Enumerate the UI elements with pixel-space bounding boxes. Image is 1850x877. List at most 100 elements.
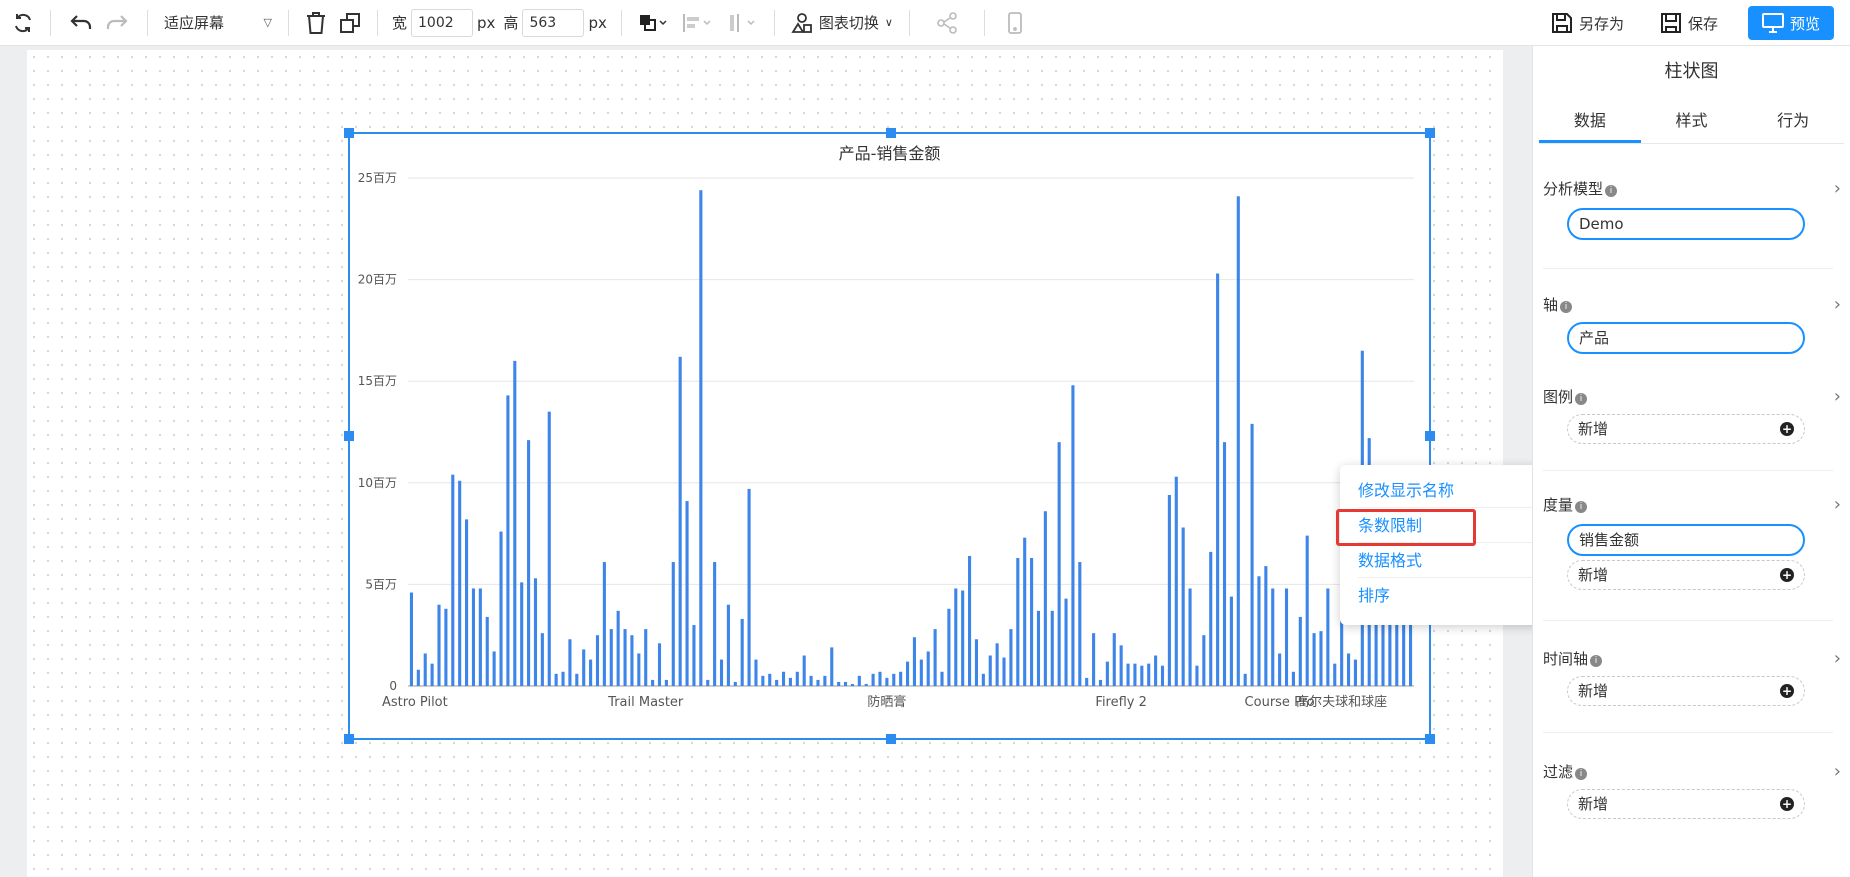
plus-icon: + (1780, 422, 1794, 436)
axis-field[interactable]: 产品 (1567, 322, 1805, 354)
info-icon: i (1575, 767, 1588, 780)
measure-field[interactable]: 销售金额 (1567, 524, 1805, 556)
bar (1140, 665, 1144, 686)
resize-handle-left[interactable] (344, 431, 354, 441)
chevron-right-icon[interactable]: › (1833, 647, 1841, 669)
bar (685, 501, 689, 686)
info-icon: i (1560, 300, 1573, 313)
panel-title: 柱状图 (1664, 61, 1719, 82)
bar (864, 683, 868, 686)
bar (423, 653, 427, 686)
bar (678, 356, 682, 686)
tab-behavior[interactable]: 行为 (1777, 111, 1810, 130)
bar (1188, 588, 1192, 686)
preview-button[interactable]: 预览 (1747, 6, 1834, 40)
bar (1174, 476, 1178, 686)
separator (773, 9, 775, 36)
chevron-down-icon: ∨ (884, 16, 893, 29)
filter-label: 过滤 (1543, 762, 1574, 781)
time-axis-add-label: 新增 (1578, 682, 1609, 700)
separator (908, 9, 910, 36)
menu-item-row-limit[interactable]: 条数限制 (1358, 508, 1536, 543)
bar (699, 190, 703, 686)
share-icon[interactable] (930, 7, 964, 39)
bar (719, 659, 724, 686)
chart-switch-button[interactable]: 图表切换 ∨ (785, 7, 899, 39)
undo-icon[interactable] (61, 7, 99, 39)
chevron-right-icon[interactable]: › (1833, 293, 1841, 315)
save-as-button[interactable]: 另存为 (1545, 7, 1630, 39)
bar (1202, 635, 1206, 686)
resize-handle-bottom-left[interactable] (344, 734, 354, 744)
fit-screen-select[interactable]: 适应屏幕 ▽ (158, 12, 278, 33)
bar (527, 440, 531, 686)
bar (1278, 653, 1282, 686)
chevron-right-icon[interactable]: › (1833, 385, 1841, 407)
bar (816, 679, 820, 686)
menu-item-sort[interactable]: 排序 (1358, 586, 1391, 605)
y-tick-label: 25百万 (358, 171, 397, 185)
measure-add-button[interactable]: 新增 + (1567, 560, 1805, 590)
menu-item-data-format[interactable]: 数据格式 (1358, 543, 1536, 578)
save-as-icon (1551, 13, 1572, 33)
height-unit: px (588, 13, 607, 32)
tab-style[interactable]: 样式 (1675, 111, 1708, 130)
bar-chart: 0 5百万 10百万 15百万 20百万 25百万 Astro Pilot Trail Mas… (358, 171, 1414, 710)
chevron-right-icon[interactable]: › (1833, 760, 1841, 782)
align-icon[interactable] (676, 7, 720, 39)
copy-icon[interactable] (333, 7, 367, 39)
tab-data[interactable]: 数据 (1539, 98, 1641, 143)
bar (1043, 511, 1047, 686)
bar (850, 683, 854, 686)
layer-order-icon[interactable] (632, 7, 676, 39)
resize-handle-top[interactable] (886, 128, 896, 138)
bar (623, 629, 627, 686)
distribute-icon[interactable] (720, 7, 764, 39)
bar (1222, 442, 1227, 686)
separator (288, 9, 289, 36)
bar (878, 671, 882, 686)
bar (692, 625, 696, 686)
legend-add-button[interactable]: 新增 + (1567, 414, 1805, 444)
mobile-icon[interactable] (1001, 7, 1029, 39)
separator (50, 9, 51, 36)
bar (947, 608, 951, 686)
height-input[interactable] (522, 8, 585, 37)
bar (1229, 596, 1233, 686)
refresh-icon[interactable] (6, 7, 40, 39)
resize-handle-bottom-right[interactable] (1425, 734, 1435, 744)
redo-icon[interactable] (99, 7, 137, 39)
menu-item-rename[interactable]: 修改显示名称 (1358, 473, 1536, 508)
width-input[interactable] (411, 8, 474, 37)
bar-chart-widget[interactable]: 产品-销售金额 0 5百万 10百万 15百万 20百万 25百万 Astro Pilot T… (344, 128, 1435, 744)
bar (1284, 588, 1289, 686)
delete-icon[interactable] (299, 7, 333, 39)
resize-handle-bottom[interactable] (886, 734, 896, 744)
resize-handle-right[interactable] (1425, 431, 1435, 441)
bar (630, 635, 634, 686)
bar (830, 647, 834, 686)
x-tick-label: 防晒膏 (867, 694, 906, 710)
time-axis-add-button[interactable]: 新增 + (1567, 676, 1805, 706)
bar (823, 675, 827, 686)
separator (983, 9, 985, 36)
divider (1543, 470, 1833, 471)
chevron-right-icon[interactable]: › (1833, 493, 1841, 515)
resize-handle-top-right[interactable] (1425, 128, 1435, 138)
save-button[interactable]: 保存 (1654, 7, 1724, 39)
bar (1195, 665, 1199, 686)
model-field[interactable]: Demo (1567, 208, 1805, 240)
resize-handle-top-left[interactable] (344, 128, 354, 138)
section-filter: 过滤 i › 新增 + (1543, 759, 1841, 819)
bar (740, 618, 744, 686)
bar (706, 679, 710, 686)
toolbar: 适应屏幕 ▽ 宽 px 高 px 图表切换 ∨ 另存为 (0, 0, 1850, 46)
y-tick-label: 5百万 (365, 577, 397, 591)
bar (1333, 663, 1337, 686)
x-tick-label: 高尔夫球和球座 (1296, 694, 1387, 710)
filter-add-button[interactable]: 新增 + (1567, 789, 1805, 819)
chevron-right-icon[interactable]: › (1833, 177, 1841, 199)
bar (981, 673, 985, 686)
bar (1209, 551, 1213, 686)
